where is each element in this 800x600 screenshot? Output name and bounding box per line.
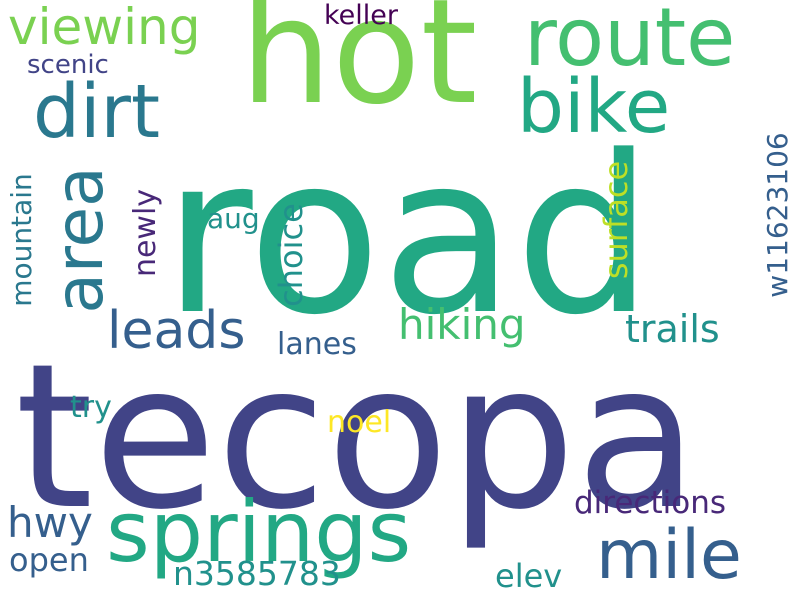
word-choice: choice (272, 203, 310, 307)
word-road: road (163, 110, 654, 363)
word-mile: mile (596, 516, 742, 595)
word-leads: leads (107, 301, 246, 361)
word-keller: keller (324, 0, 398, 31)
word-noel: noel (327, 405, 392, 440)
word-directions: directions (574, 485, 727, 521)
word-hwy: hwy (7, 498, 93, 547)
word-mountain: mountain (5, 173, 38, 307)
word-scenic: scenic (27, 50, 109, 80)
word-hot: hot (240, 0, 478, 137)
word-springs: springs (106, 483, 412, 581)
word-open: open (9, 541, 89, 579)
word-aug: aug (207, 202, 260, 235)
word-viewing: viewing (8, 0, 201, 56)
word-bike: bike (517, 64, 671, 150)
word-hiking: hiking (398, 300, 526, 349)
word-tecopa: tecopa (15, 321, 699, 554)
word-surface: surface (597, 160, 635, 280)
word-dirt: dirt (33, 69, 160, 155)
word-w11623106: w11623106 (761, 132, 794, 298)
word-area: area (41, 166, 118, 314)
word-n3585783: n3585783 (173, 554, 341, 593)
word-trails: trails (625, 307, 720, 351)
word-route: route (524, 0, 736, 84)
word-newly: newly (128, 188, 163, 278)
word-elev: elev (495, 557, 563, 595)
word-try: try (70, 390, 112, 425)
word-lanes: lanes (277, 327, 357, 362)
